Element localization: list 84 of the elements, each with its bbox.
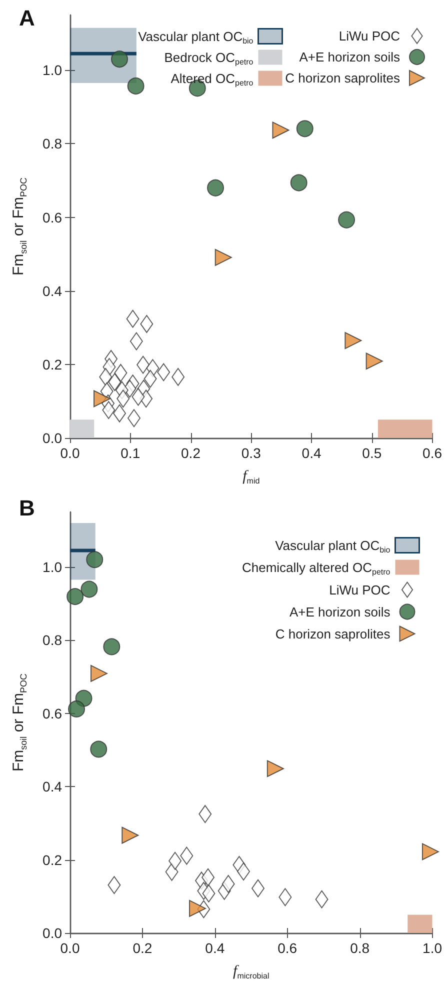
point	[111, 50, 128, 68]
y-tick-label: 0.8	[42, 632, 62, 648]
y-axis-title: Fmsoil or FmPOC	[10, 673, 28, 772]
point	[344, 332, 362, 350]
point	[189, 900, 206, 917]
x-tick-label: 0.8	[350, 940, 370, 956]
point	[237, 862, 250, 880]
legend-label: C horizon saprolites	[285, 70, 400, 86]
chart-title: B	[19, 496, 35, 520]
x-tick-label: 1.0	[422, 940, 442, 956]
point	[108, 876, 121, 894]
y-tick-label: 0.8	[42, 136, 62, 152]
point	[122, 826, 139, 844]
point	[252, 879, 265, 898]
point	[296, 120, 314, 138]
y-tick-label: 0.6	[42, 705, 62, 722]
point	[338, 211, 356, 228]
point	[165, 862, 178, 881]
y-tick-label: 0.2	[42, 852, 62, 868]
legend-label: A+E horizon soils	[299, 50, 400, 64]
legend-label: LiWu POC	[338, 28, 400, 44]
x-tick-label: 0.0	[60, 445, 80, 461]
legend-label: LiWu POC	[329, 582, 390, 598]
point	[68, 700, 86, 718]
point	[180, 846, 194, 865]
point	[130, 332, 143, 350]
point	[94, 390, 110, 408]
point	[113, 404, 126, 422]
point	[198, 805, 212, 824]
point	[80, 580, 98, 598]
x-tick-label: 0.2	[181, 445, 201, 461]
point	[132, 388, 145, 406]
point	[366, 352, 383, 370]
y-tick-label: 0.0	[42, 430, 62, 446]
point	[278, 888, 292, 906]
x-tick-label: 0.5	[362, 445, 382, 461]
point	[168, 852, 182, 870]
point	[266, 760, 284, 778]
y-tick-label: 0.0	[42, 925, 62, 941]
y-tick-label: 1.0	[42, 558, 62, 575]
y-tick-label: 0.2	[42, 356, 62, 372]
x-tick-label: 0.6	[422, 445, 442, 461]
x-tick-label: 0.3	[241, 445, 262, 461]
point	[207, 179, 224, 196]
y-tick-label: 1.0	[42, 62, 62, 78]
point	[272, 122, 290, 139]
point	[172, 368, 185, 386]
point	[315, 890, 328, 908]
point	[290, 174, 308, 192]
legend-label: A+E horizon soils	[289, 604, 391, 620]
point	[222, 874, 235, 893]
point	[66, 588, 84, 606]
point	[126, 310, 140, 328]
point	[99, 368, 112, 386]
point	[102, 401, 116, 420]
x-tick-label: 0.4	[205, 940, 225, 956]
point	[116, 390, 130, 408]
point	[422, 843, 439, 860]
x-tick-label: 0.6	[278, 940, 298, 956]
point	[128, 409, 140, 428]
point	[202, 884, 216, 902]
x-tick-label: 0.1	[120, 445, 140, 461]
y-tick-label: 0.6	[42, 209, 62, 226]
point	[140, 314, 154, 333]
point	[136, 356, 150, 374]
point	[90, 664, 108, 682]
y-tick-label: 0.4	[42, 282, 62, 299]
x-tick-label: 0.4	[302, 445, 322, 461]
point	[114, 364, 128, 382]
point	[144, 370, 157, 388]
point	[214, 248, 232, 266]
point	[202, 868, 215, 886]
point	[108, 373, 122, 392]
point	[127, 77, 144, 94]
y-axis-title: Fmsoil or FmPOC	[10, 177, 28, 276]
x-tick-label: 0.2	[132, 940, 152, 956]
legend-label: C horizon saprolites	[275, 626, 391, 642]
point	[103, 638, 120, 656]
point	[86, 551, 104, 568]
x-tick-label: 0.0	[60, 940, 80, 956]
chart-title: A	[19, 6, 35, 30]
point	[90, 740, 108, 758]
y-tick-label: 0.4	[42, 778, 62, 795]
point	[157, 363, 170, 382]
